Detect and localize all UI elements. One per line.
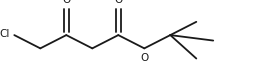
Text: O: O: [140, 53, 148, 63]
Text: O: O: [62, 0, 70, 5]
Text: Cl: Cl: [0, 29, 10, 39]
Text: O: O: [114, 0, 122, 5]
